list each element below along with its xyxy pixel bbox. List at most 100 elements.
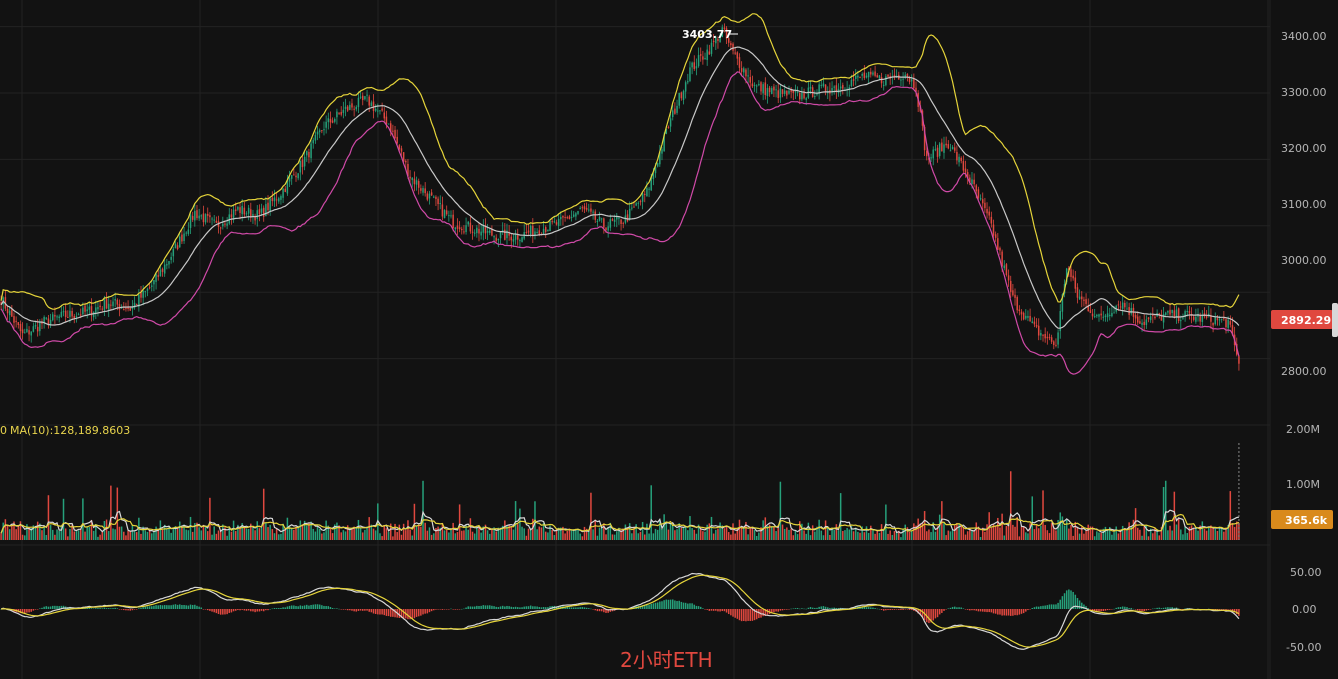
volume-bar (1007, 524, 1010, 540)
macd-histogram-bar (949, 607, 952, 609)
candle-body (712, 40, 715, 43)
volume-bar (463, 530, 465, 540)
macd-histogram-bar (1093, 609, 1096, 612)
volume-bar (687, 530, 689, 540)
volume-bar (598, 527, 601, 540)
candle-body (941, 142, 943, 152)
volume-bar (1044, 524, 1046, 540)
volume-bar (226, 535, 228, 540)
candle-body (764, 82, 767, 95)
volume-bar (712, 533, 715, 540)
macd-histogram-bar (538, 607, 541, 609)
volume-bar (577, 528, 579, 540)
macd-histogram-bar (1233, 609, 1236, 613)
macd-histogram-bar (258, 609, 261, 612)
volume-bar (95, 523, 97, 540)
candle-body (1182, 317, 1184, 319)
macd-histogram-bar (99, 608, 101, 609)
candle-body (1018, 309, 1021, 311)
candle-body (1016, 297, 1018, 311)
volume-bar (252, 527, 254, 540)
candle-body (805, 98, 807, 100)
candle-body (387, 123, 390, 125)
candle-body (547, 229, 549, 232)
macd-histogram-bar (682, 602, 685, 609)
macd-histogram-bar (1096, 609, 1098, 612)
macd-histogram-bar (1218, 609, 1221, 610)
candle-body (445, 210, 448, 215)
candle-body (411, 177, 414, 181)
volume-bar (1173, 491, 1176, 540)
volume-bar (15, 529, 17, 540)
macd-histogram-bar (1050, 604, 1053, 609)
volume-bar (846, 528, 848, 540)
candle-body (1027, 316, 1029, 318)
price-tick-3400: 3400.00 (1281, 30, 1327, 43)
candle-body (999, 247, 1001, 251)
candle-body (721, 27, 724, 38)
candle-body (123, 309, 125, 311)
macd-histogram-bar (656, 602, 659, 609)
volume-bar (77, 530, 80, 540)
volume-bar (142, 526, 144, 540)
candle-body (437, 198, 439, 205)
macd-histogram-bar (564, 606, 566, 609)
macd-histogram-bar (168, 605, 170, 609)
macd-histogram-bar (116, 608, 119, 609)
candle-body (596, 220, 599, 222)
macd-histogram-bar (577, 607, 579, 609)
volume-bar (523, 528, 525, 540)
volume-bar (794, 530, 797, 540)
macd-histogram-bar (708, 609, 711, 611)
candle-body (611, 219, 614, 221)
candle-body (323, 129, 325, 131)
volume-bar (878, 532, 881, 540)
candle-body (30, 331, 32, 336)
macd-histogram-bar (1081, 602, 1083, 609)
macd-histogram-bar (1156, 607, 1158, 609)
volume-bar (1169, 525, 1171, 540)
volume-bar (504, 520, 506, 540)
scroll-handle[interactable] (1332, 303, 1338, 337)
macd-histogram-bar (1124, 606, 1126, 609)
volume-bar (215, 533, 218, 540)
macd-histogram-bar (361, 609, 364, 611)
volume-bar (680, 527, 683, 540)
macd-histogram-bar (788, 609, 790, 610)
macd-histogram-bar (338, 608, 340, 610)
price-panel (0, 13, 1240, 375)
macd-histogram-bar (269, 608, 271, 610)
volume-bar (867, 532, 870, 540)
candle-body (443, 210, 446, 219)
candle-body (306, 150, 308, 156)
macd-histogram-bar (1091, 609, 1094, 611)
macd-histogram-bar (43, 606, 45, 609)
candle-body (396, 136, 398, 144)
volume-bar (809, 535, 812, 540)
candle-body (788, 90, 790, 94)
macd-histogram-bar (129, 609, 131, 611)
last-price-tag-bg (1271, 310, 1333, 329)
volume-bar (1188, 526, 1191, 540)
macd-histogram-bar (1119, 607, 1122, 609)
volume-bar (1225, 527, 1227, 540)
candle-body (329, 118, 332, 123)
macd-histogram-bar (1048, 604, 1051, 609)
macd-histogram-bar (86, 607, 88, 609)
volume-bar (170, 532, 172, 540)
volume-bar (428, 527, 431, 540)
macd-histogram-bar (422, 609, 424, 615)
volume-bar (64, 528, 67, 540)
candle-body (997, 238, 999, 250)
volume-bar (1057, 519, 1059, 540)
candle-body (273, 197, 276, 202)
volume-bar (486, 530, 489, 540)
candle-body (1109, 314, 1111, 316)
volume-bar (36, 521, 39, 540)
macd-histogram-bar (1100, 609, 1102, 612)
candle-body (1014, 294, 1016, 298)
volume-bar (1223, 531, 1225, 540)
candle-body (758, 83, 760, 86)
volume-bar (1184, 527, 1186, 540)
candle-body (226, 223, 228, 226)
